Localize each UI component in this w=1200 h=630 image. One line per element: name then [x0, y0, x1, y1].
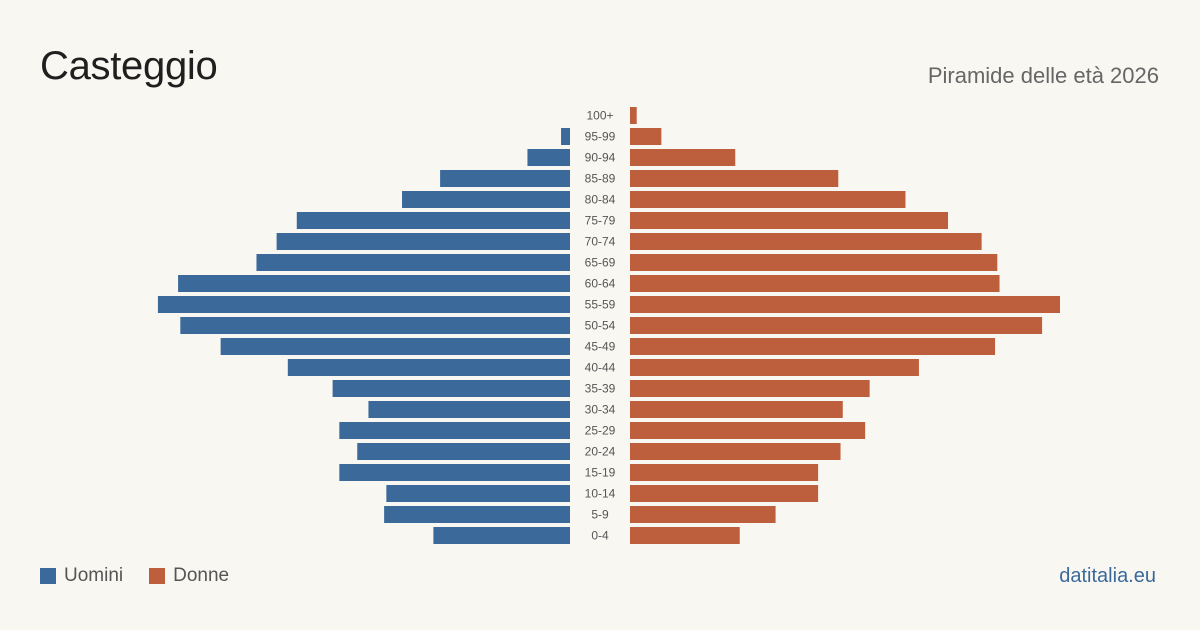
- legend-swatch-men: [40, 568, 56, 584]
- age-label-95-99: 95-99: [585, 130, 616, 144]
- age-label-90-94: 90-94: [585, 151, 616, 165]
- bar-men-70-74: [276, 233, 570, 250]
- bar-men-50-54: [180, 317, 570, 334]
- bar-women-55-59: [630, 296, 1060, 313]
- bar-women-0-4: [630, 527, 740, 544]
- bar-women-15-19: [630, 464, 819, 481]
- bar-women-50-54: [630, 317, 1043, 334]
- age-label-0-4: 0-4: [591, 529, 609, 543]
- bar-women-20-24: [630, 443, 841, 460]
- age-label-5-9: 5-9: [591, 508, 609, 522]
- bar-women-30-34: [630, 401, 843, 418]
- age-label-100+: 100+: [586, 109, 613, 123]
- bar-women-75-79: [630, 212, 949, 229]
- bar-men-65-69: [256, 254, 570, 271]
- age-label-55-59: 55-59: [585, 298, 616, 312]
- bar-women-90-94: [630, 149, 736, 166]
- bar-men-15-19: [339, 464, 570, 481]
- age-label-10-14: 10-14: [585, 487, 616, 501]
- bar-men-0-4: [433, 527, 570, 544]
- bar-men-25-29: [339, 422, 570, 439]
- legend-item-women: Donne: [149, 565, 229, 587]
- bar-men-35-39: [332, 380, 570, 397]
- brand-link[interactable]: datitalia.eu: [1059, 565, 1156, 587]
- age-label-65-69: 65-69: [585, 256, 616, 270]
- age-label-30-34: 30-34: [585, 403, 616, 417]
- bar-women-45-49: [630, 338, 996, 355]
- age-label-40-44: 40-44: [585, 361, 616, 375]
- bar-men-55-59: [157, 296, 570, 313]
- bar-women-70-74: [630, 233, 982, 250]
- age-label-35-39: 35-39: [585, 382, 616, 396]
- age-label-60-64: 60-64: [585, 277, 616, 291]
- bar-men-85-89: [440, 170, 570, 187]
- bar-women-25-29: [630, 422, 866, 439]
- bar-women-10-14: [630, 485, 819, 502]
- age-label-85-89: 85-89: [585, 172, 616, 186]
- age-label-45-49: 45-49: [585, 340, 616, 354]
- bar-women-85-89: [630, 170, 839, 187]
- bar-men-45-49: [220, 338, 570, 355]
- age-label-75-79: 75-79: [585, 214, 616, 228]
- bar-women-35-39: [630, 380, 870, 397]
- age-label-25-29: 25-29: [585, 424, 616, 438]
- bar-women-80-84: [630, 191, 906, 208]
- bar-men-40-44: [287, 359, 570, 376]
- bar-men-5-9: [384, 506, 570, 523]
- bar-women-100+: [630, 107, 637, 124]
- legend-label-men: Uomini: [64, 565, 124, 586]
- bar-men-90-94: [527, 149, 570, 166]
- bar-women-5-9: [630, 506, 776, 523]
- legend-label-women: Donne: [173, 565, 230, 586]
- legend-swatch-women: [149, 568, 166, 584]
- age-label-70-74: 70-74: [585, 235, 616, 249]
- bar-men-95-99: [561, 128, 570, 145]
- bar-women-95-99: [630, 128, 662, 145]
- chart-subtitle: Piramide delle età 2026: [927, 63, 1159, 88]
- bar-men-60-64: [178, 275, 570, 292]
- chart-legend: Uomini Donne: [40, 565, 229, 587]
- bar-men-80-84: [402, 191, 570, 208]
- bar-men-75-79: [296, 212, 570, 229]
- age-label-15-19: 15-19: [585, 466, 616, 480]
- bar-women-60-64: [630, 275, 1000, 292]
- bar-men-30-34: [368, 401, 570, 418]
- chart-title: Casteggio: [40, 44, 218, 88]
- age-label-20-24: 20-24: [585, 445, 616, 459]
- bar-men-20-24: [357, 443, 570, 460]
- age-label-80-84: 80-84: [585, 193, 616, 207]
- legend-item-men: Uomini: [40, 565, 123, 587]
- age-label-50-54: 50-54: [585, 319, 616, 333]
- bar-men-10-14: [386, 485, 570, 502]
- bar-women-40-44: [630, 359, 919, 376]
- bar-women-65-69: [630, 254, 998, 271]
